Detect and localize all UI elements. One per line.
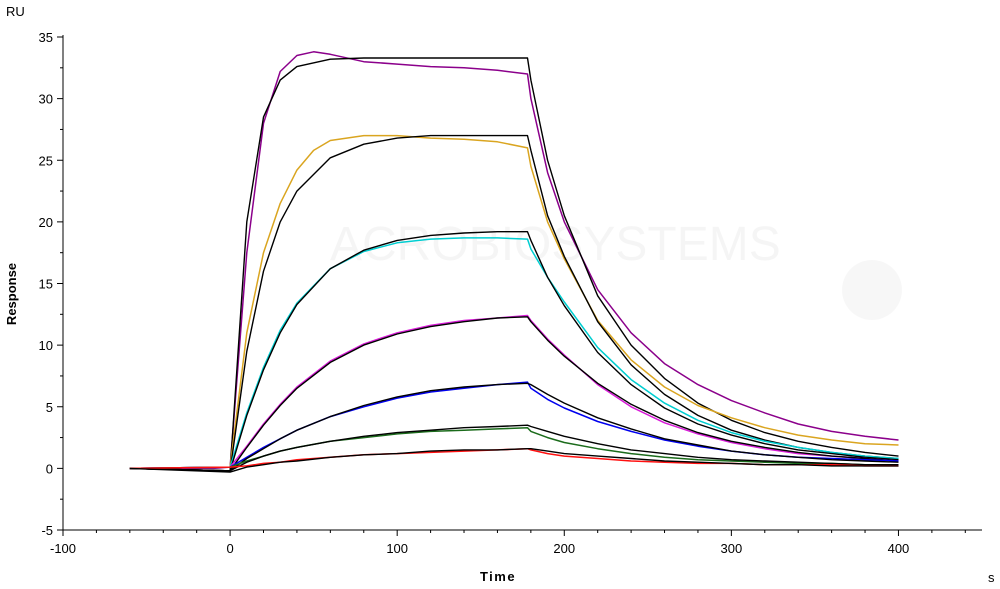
y-ticks: -5 0 5 10 15 20 25 30 35 xyxy=(39,30,63,538)
series-line-1 xyxy=(129,57,899,472)
series-line-3 xyxy=(129,134,899,472)
series-line-11 xyxy=(129,424,899,472)
x-unit-label: s xyxy=(988,570,995,585)
y-tick-label: -5 xyxy=(41,523,53,538)
y-tick-label: 20 xyxy=(39,215,53,230)
x-tick-label: 200 xyxy=(553,541,575,556)
y-tick-label: 0 xyxy=(46,461,53,476)
x-tick-label: 400 xyxy=(888,541,910,556)
series-line-7 xyxy=(129,316,899,472)
series-line-9 xyxy=(129,382,899,472)
axes-layer: -5 0 5 10 15 20 25 30 35 -100 0 100 200 300 400 xyxy=(39,30,982,556)
series-line-13 xyxy=(129,448,899,473)
x-axis-title: Time xyxy=(480,569,516,584)
x-ticks: -100 0 100 200 300 400 xyxy=(50,530,966,556)
x-tick-label: 300 xyxy=(721,541,743,556)
y-tick-label: 5 xyxy=(46,400,53,415)
watermark-dot xyxy=(842,260,902,320)
series-line-4 xyxy=(129,237,899,470)
series-line-5 xyxy=(129,230,899,472)
y-tick-label: 25 xyxy=(39,153,53,168)
series-line-2 xyxy=(129,134,899,470)
y-tick-label: 35 xyxy=(39,30,53,45)
series-line-6 xyxy=(129,314,899,470)
series-layer xyxy=(129,51,899,473)
y-axis-title: Response xyxy=(4,263,19,325)
y-unit-label: RU xyxy=(6,4,25,19)
x-tick-label: 0 xyxy=(226,541,233,556)
y-tick-label: 10 xyxy=(39,338,53,353)
watermark-text: ACROBIOSYSTEMS xyxy=(330,218,781,271)
y-tick-label: 15 xyxy=(39,277,53,292)
y-tick-label: 30 xyxy=(39,92,53,107)
x-tick-label: -100 xyxy=(50,541,76,556)
watermark: ACROBIOSYSTEMS xyxy=(330,218,902,320)
x-tick-label: 100 xyxy=(386,541,408,556)
